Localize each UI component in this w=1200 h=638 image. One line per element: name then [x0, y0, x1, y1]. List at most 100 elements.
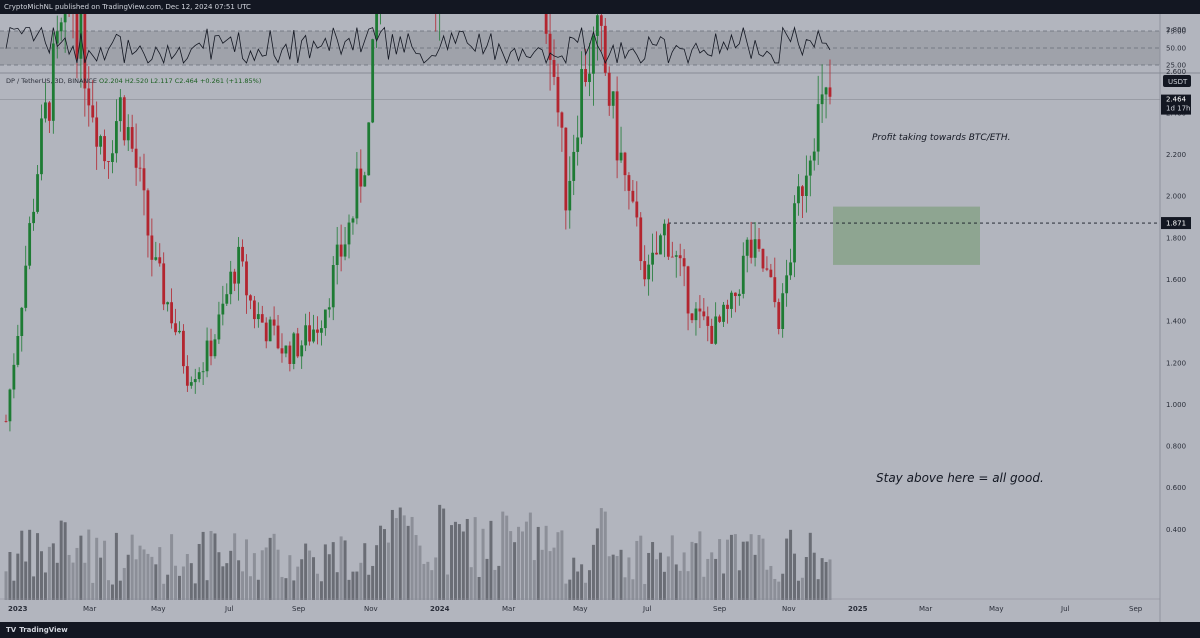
volume-bar: [252, 553, 256, 600]
volume-bar: [103, 540, 107, 600]
volume-bar: [233, 533, 237, 600]
volume-bar: [497, 565, 501, 600]
volume-bar: [599, 508, 603, 600]
candle-body: [130, 127, 134, 149]
candle-body: [335, 244, 339, 266]
volume-bar: [603, 511, 607, 600]
volume-bar: [658, 552, 662, 600]
volume-bar: [568, 579, 572, 600]
volume-bar: [540, 549, 544, 600]
volume-bar: [154, 564, 158, 600]
candle-body: [674, 255, 678, 257]
candle-body: [592, 35, 595, 74]
volume-bar: [580, 564, 584, 600]
candle-body: [655, 252, 658, 255]
volume-bar: [457, 524, 461, 600]
profit-annotation: Profit taking towards BTC/ETH.: [872, 133, 1011, 143]
volume-bar: [138, 545, 142, 600]
candle-body: [83, 14, 87, 89]
candle-body: [103, 136, 106, 162]
candle-body: [316, 329, 319, 333]
candle-body: [580, 68, 584, 138]
rsi-tick-label: 50.00: [1166, 45, 1186, 53]
ohlc-close: C2.464: [174, 77, 198, 85]
candle-body: [753, 239, 757, 258]
volume-bar: [548, 551, 552, 600]
volume-bar: [339, 536, 343, 600]
volume-bar: [319, 581, 323, 600]
volume-bar: [382, 529, 386, 600]
price-tick-label: 1.000: [1166, 401, 1186, 409]
volume-bar: [386, 542, 390, 600]
volume-bar: [694, 543, 698, 600]
candle-body: [154, 257, 158, 260]
volume-bar: [142, 549, 146, 600]
volume-bar: [292, 580, 296, 600]
volume-bar: [398, 507, 402, 600]
chart-canvas[interactable]: 5.4005.2005.0004.8004.6004.4004.2004.000…: [0, 14, 1200, 622]
volume-bar: [327, 554, 331, 600]
candle-body: [288, 345, 292, 364]
volume-bar: [280, 576, 284, 600]
candle-body: [824, 87, 828, 95]
candle-body: [651, 252, 654, 265]
candle-body: [548, 33, 552, 60]
volume-bar: [55, 562, 59, 600]
volume-bar: [824, 561, 828, 600]
volume-bar: [162, 583, 166, 600]
ohlc-low: L2.117: [150, 77, 173, 85]
candle-body: [12, 364, 16, 390]
candle-body: [201, 371, 205, 373]
volume-bar: [244, 539, 248, 600]
volume-bar: [375, 545, 379, 600]
candle-body: [323, 309, 327, 329]
candle-body: [552, 59, 556, 77]
volume-bar: [804, 557, 808, 600]
volume-bar: [635, 540, 639, 600]
tradingview-logo-icon: 𝗧𝗩: [6, 626, 17, 634]
candle-body: [24, 265, 28, 308]
candle-body: [663, 223, 666, 236]
volume-bar: [651, 542, 655, 600]
candle-body: [619, 152, 623, 161]
time-tick-label: 2023: [8, 605, 28, 613]
rsi-line: [5, 26, 831, 65]
candle-body: [245, 261, 248, 296]
time-tick-label: Mar: [502, 605, 515, 613]
volume-bar: [312, 557, 316, 600]
volume-bar: [615, 556, 619, 600]
candle-body: [793, 203, 796, 263]
volume-bar: [122, 567, 126, 600]
volume-bar: [552, 547, 556, 600]
volume-bar: [284, 578, 288, 600]
candle-body: [588, 73, 591, 83]
volume-bar: [189, 563, 193, 600]
candle-body: [134, 148, 138, 168]
candle-body: [804, 175, 808, 197]
volume-bar: [422, 563, 426, 600]
volume-bar: [363, 543, 367, 600]
volume-bar: [765, 569, 769, 600]
volume-bar: [619, 549, 623, 600]
volume-bar: [430, 570, 434, 600]
volume-bar: [87, 529, 91, 600]
volume-bar: [627, 557, 631, 600]
volume-bar: [544, 525, 548, 600]
candle-body: [808, 160, 812, 176]
candle-body: [36, 174, 39, 212]
volume-bar: [323, 544, 327, 600]
volume-bar: [753, 554, 757, 600]
volume-bar: [130, 534, 134, 600]
volume-bar: [225, 563, 229, 600]
time-tick-label: Sep: [713, 605, 727, 613]
candle-body: [603, 25, 607, 73]
candle-body: [367, 122, 371, 176]
volume-bar: [24, 561, 28, 600]
price-tick-label: 2.600: [1166, 68, 1186, 76]
price-tick-label: 2.800: [1166, 26, 1186, 34]
volume-bar: [737, 570, 741, 600]
candle-body: [229, 271, 233, 295]
volume-bar: [406, 525, 410, 600]
price-tick-label: 2.000: [1166, 193, 1186, 201]
price-tick-label: 0.400: [1166, 526, 1186, 534]
